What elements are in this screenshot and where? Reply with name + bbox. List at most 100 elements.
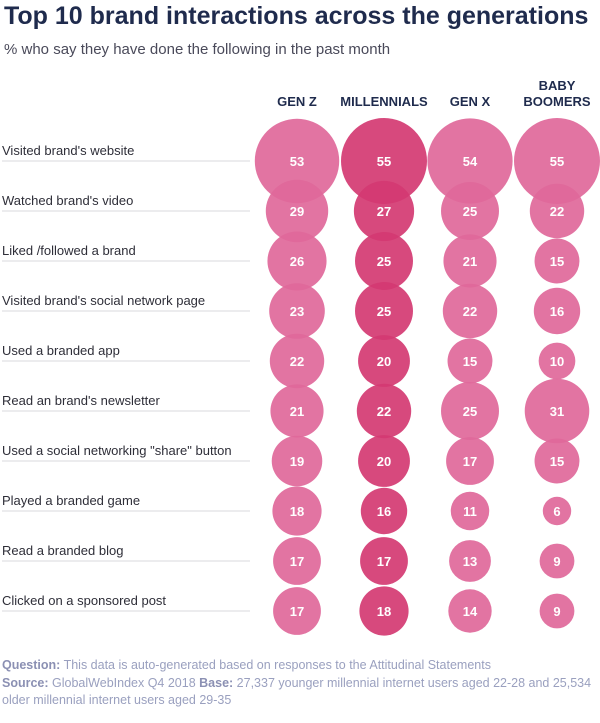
bubble-gen-z (269, 333, 325, 389)
question-note: Question: This data is auto-generated ba… (2, 657, 598, 675)
row-label: Watched brand's video (2, 193, 133, 208)
bubble-value-label: 21 (290, 404, 304, 419)
bubble-value-label: 22 (290, 354, 304, 369)
bubble-gen-z (273, 537, 321, 585)
bubble-millennials (355, 232, 413, 290)
bubble-value-label: 9 (553, 604, 560, 619)
row-label: Used a social networking "share" button (2, 443, 232, 458)
bubble-value-label: 16 (550, 304, 564, 319)
base-label: Base: (199, 675, 234, 690)
bubble-value-label: 25 (377, 254, 391, 269)
bubble-value-label: 17 (290, 554, 304, 569)
bubble-gen-x (443, 234, 497, 288)
bubble-value-label: 16 (377, 504, 391, 519)
bubble-baby-boomers (534, 438, 580, 484)
bubble-value-label: 17 (377, 554, 391, 569)
column-header-gen-z: GEN Z (277, 94, 317, 109)
bubble-value-label: 18 (290, 504, 304, 519)
row-label: Visited brand's social network page (2, 293, 205, 308)
bubble-millennials (360, 487, 408, 535)
bubble-baby-boomers (539, 543, 575, 579)
bubble-value-label: 19 (290, 454, 304, 469)
source-text: GlobalWebIndex Q4 2018 (52, 675, 196, 690)
bubble-value-label: 15 (463, 354, 477, 369)
bubble-value-label: 25 (463, 204, 477, 219)
bubble-value-label: 21 (463, 254, 477, 269)
bubble-value-label: 9 (553, 554, 560, 569)
bubble-value-label: 13 (463, 554, 477, 569)
bubble-millennials (355, 282, 413, 340)
bubble-baby-boomers (539, 593, 575, 629)
chart-footer: Question: This data is auto-generated ba… (2, 657, 598, 710)
bubble-millennials (359, 586, 409, 636)
bubble-baby-boomers (533, 287, 581, 335)
column-header-baby-boomers-line-1: BABY (539, 78, 576, 93)
bubble-baby-boomers (538, 342, 576, 380)
source-note: Source: GlobalWebIndex Q4 2018 Base: 27,… (2, 675, 598, 710)
bubble-value-label: 22 (377, 404, 391, 419)
bubble-millennials (358, 435, 410, 487)
bubble-gen-x (446, 437, 494, 485)
question-text: This data is auto-generated based on res… (63, 658, 491, 672)
bubble-value-label: 29 (290, 204, 304, 219)
bubble-value-label: 11 (463, 504, 477, 519)
bubble-gen-z (272, 486, 322, 536)
row-label: Liked /followed a brand (2, 243, 136, 258)
bubble-gen-z (270, 384, 324, 438)
bubble-value-label: 6 (553, 504, 560, 519)
bubble-value-label: 25 (463, 404, 477, 419)
bubble-gen-z (273, 587, 321, 635)
bubble-millennials (356, 383, 412, 439)
bubble-value-label: 53 (290, 154, 304, 169)
source-label: Source: (2, 675, 49, 690)
bubble-baby-boomers (542, 496, 572, 526)
bubble-gen-x (427, 118, 513, 204)
bubble-value-label: 22 (463, 304, 477, 319)
bubble-millennials (341, 118, 427, 204)
bubble-millennials (358, 335, 410, 387)
bubble-millennials (353, 180, 415, 242)
bubble-value-label: 26 (290, 254, 304, 269)
column-header-millennials: MILLENNIALS (340, 94, 428, 109)
bubble-value-label: 14 (463, 604, 478, 619)
bubble-gen-x (441, 382, 499, 440)
bubble-gen-x (448, 589, 492, 633)
bubble-millennials (360, 537, 408, 585)
bubble-value-label: 15 (550, 454, 564, 469)
row-label: Clicked on a sponsored post (2, 593, 166, 608)
bubble-value-label: 20 (377, 454, 391, 469)
bubble-baby-boomers (529, 183, 585, 239)
bubble-value-label: 18 (377, 604, 391, 619)
bubble-value-label: 55 (377, 154, 391, 169)
chart-subtitle: % who say they have done the following i… (4, 41, 391, 58)
question-label: Question: (2, 658, 61, 672)
bubble-value-label: 20 (377, 354, 391, 369)
bubble-baby-boomers (524, 378, 590, 444)
row-label: Read an brand's newsletter (2, 393, 161, 408)
bubble-gen-z (271, 435, 323, 487)
bubble-gen-z (269, 283, 325, 339)
column-header-gen-x: GEN X (450, 94, 491, 109)
row-label: Used a branded app (2, 343, 120, 358)
bubble-gen-x (441, 182, 499, 240)
bubble-gen-x (442, 283, 498, 339)
bubble-value-label: 54 (463, 154, 478, 169)
base-text: 27,337 younger millennial internet users… (2, 675, 592, 708)
bubble-value-label: 23 (290, 304, 304, 319)
bubble-gen-z (254, 118, 340, 204)
bubble-value-label: 55 (550, 154, 564, 169)
bubble-gen-x (447, 338, 493, 384)
bubble-value-label: 15 (550, 254, 564, 269)
bubble-value-label: 17 (463, 454, 477, 469)
bubble-baby-boomers (534, 238, 580, 284)
bubble-value-label: 31 (550, 404, 564, 419)
bubble-value-label: 22 (550, 204, 564, 219)
chart-title: Top 10 brand interactions across the gen… (4, 2, 589, 30)
bubble-gen-x (449, 540, 491, 582)
bubble-value-label: 27 (377, 204, 391, 219)
column-header-baby-boomers-line-2: BOOMERS (523, 94, 591, 109)
row-label: Played a branded game (2, 493, 140, 508)
row-label: Visited brand's website (2, 143, 134, 158)
bubble-gen-z (267, 231, 327, 291)
